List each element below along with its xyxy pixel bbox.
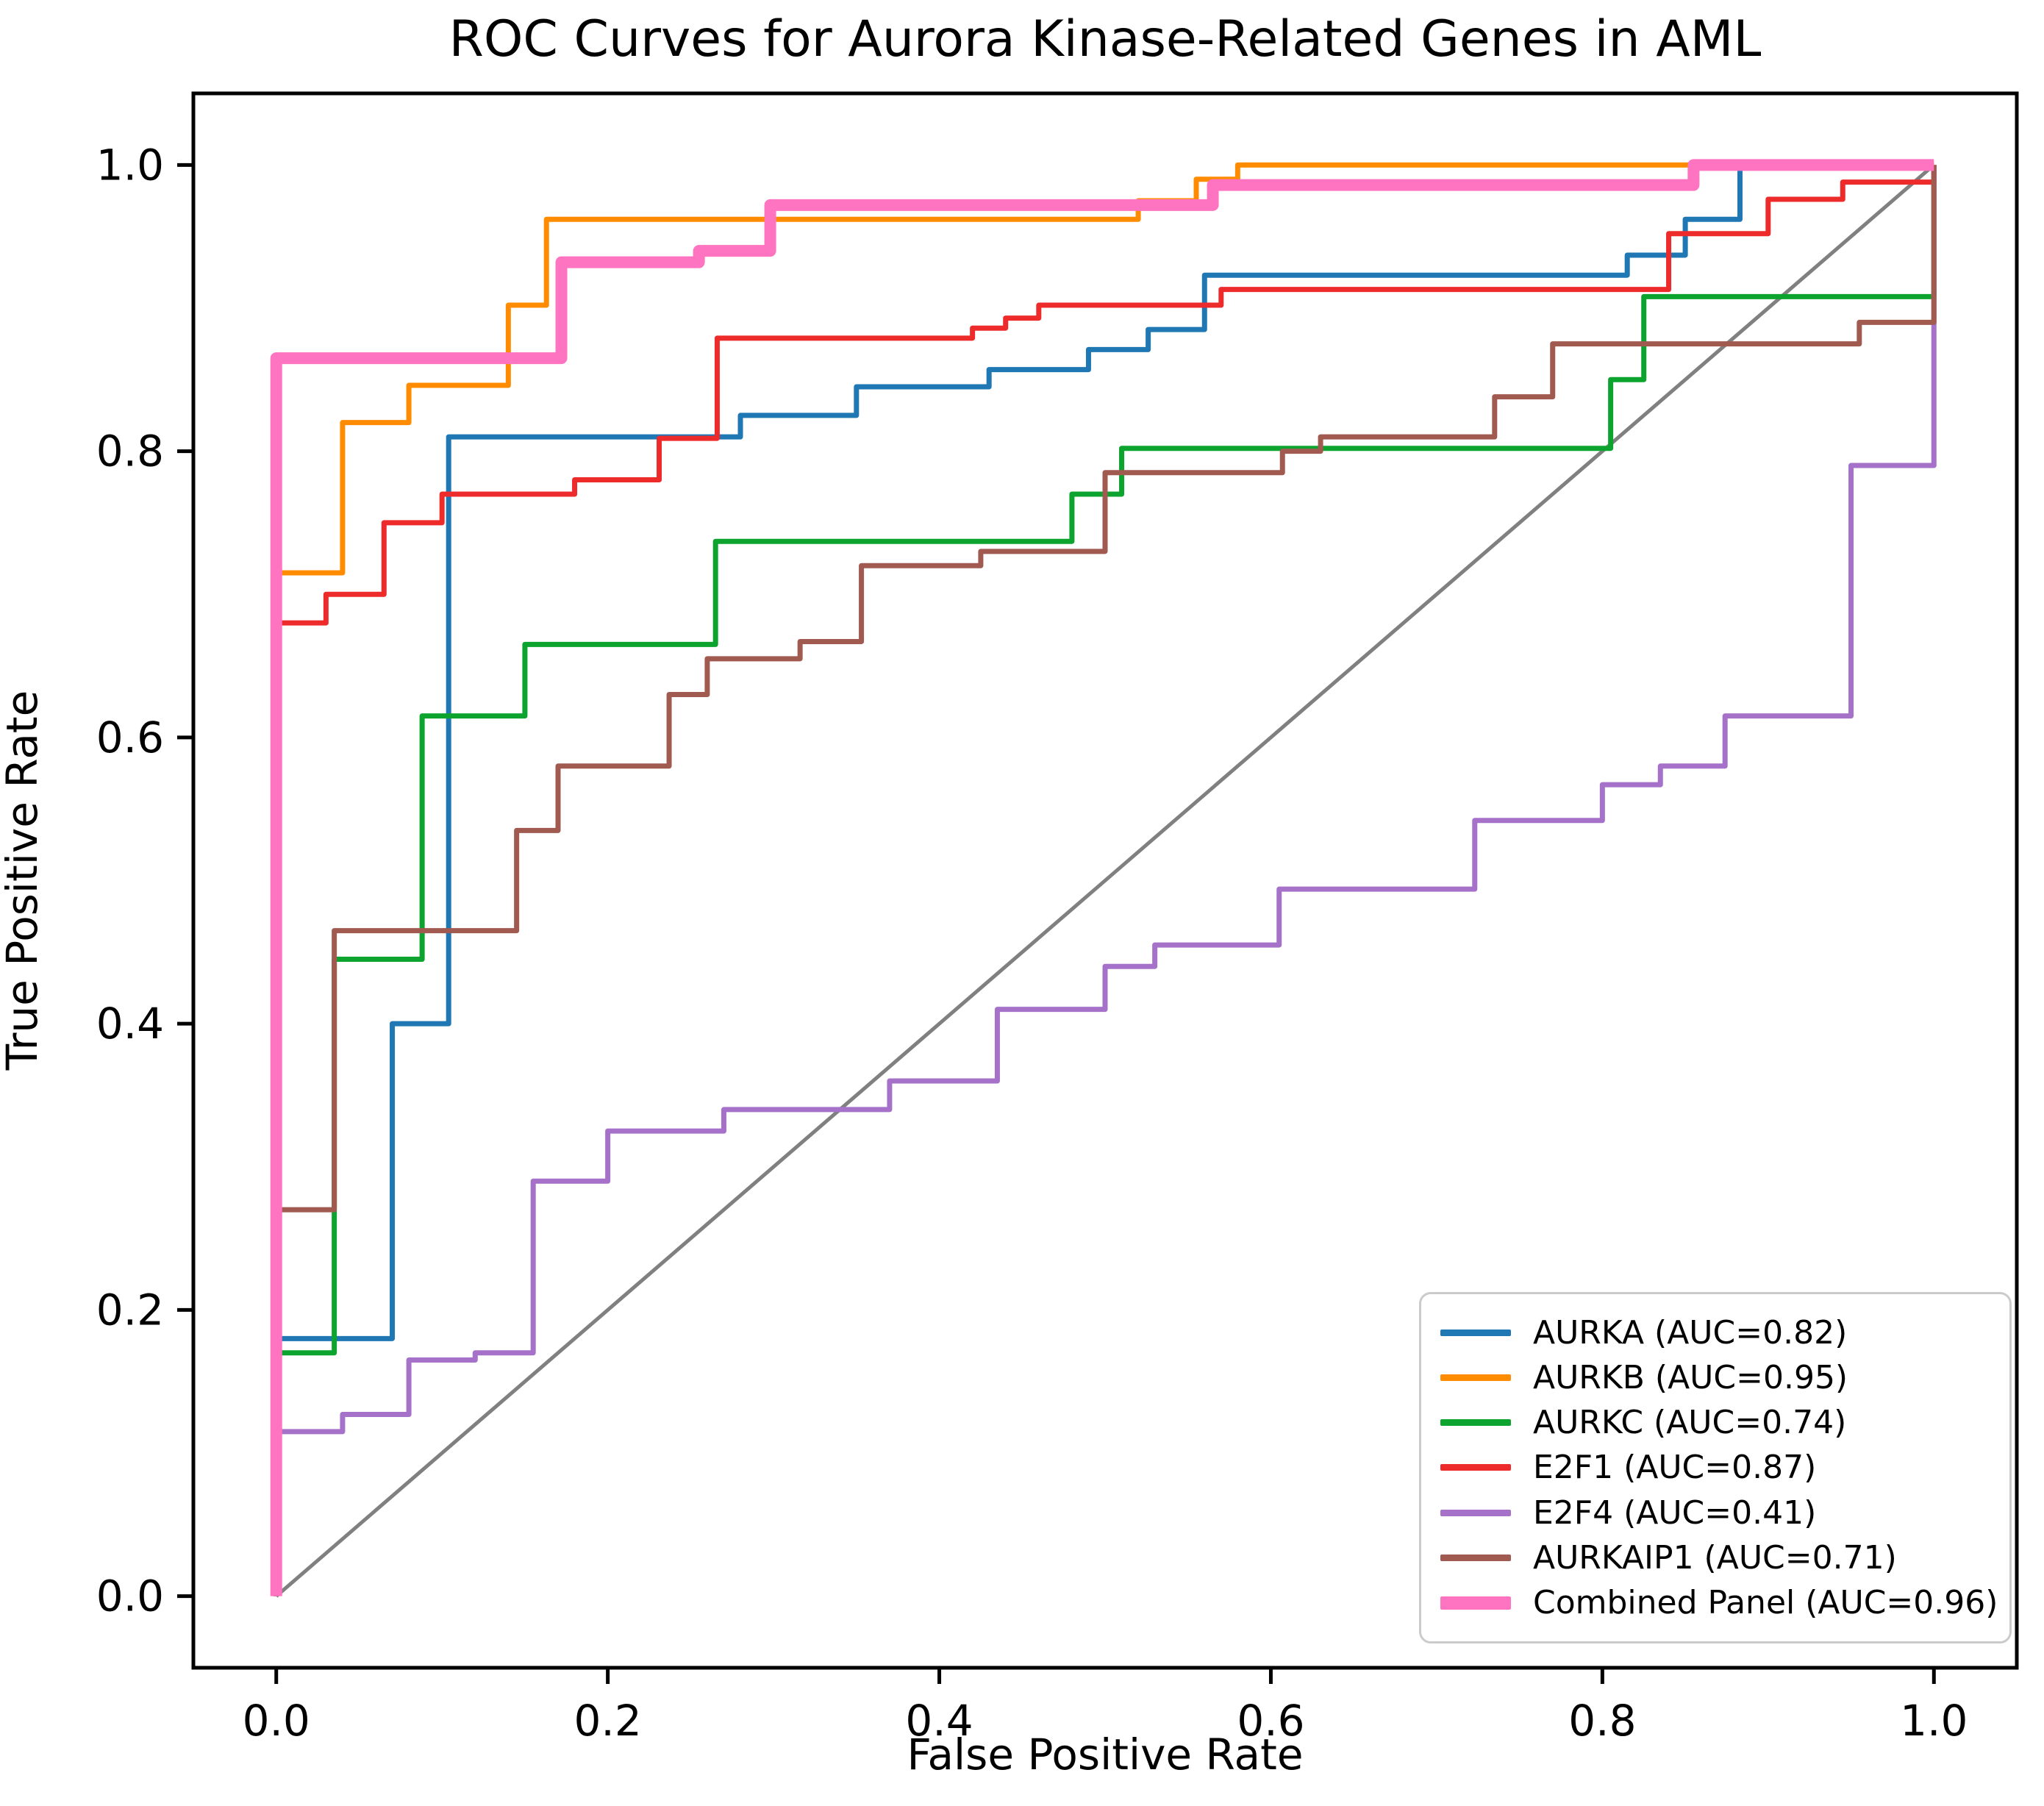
- x-axis-label: False Positive Rate: [907, 1730, 1304, 1780]
- legend-swatch: [1440, 1464, 1511, 1471]
- legend-swatch: [1440, 1555, 1511, 1562]
- y-tick-label: 0.8: [96, 426, 164, 477]
- y-axis-label: True Positive Rate: [0, 690, 47, 1071]
- legend-label: E2F4 (AUC=0.41): [1533, 1493, 1817, 1532]
- roc-curve-e2f1: [274, 165, 1937, 1596]
- legend-item-combined-panel: Combined Panel (AUC=0.96): [1440, 1581, 1998, 1625]
- x-tick-label: 0.2: [574, 1696, 642, 1746]
- x-tick-label: 0.0: [243, 1696, 310, 1746]
- legend-label: Combined Panel (AUC=0.96): [1533, 1584, 1998, 1622]
- legend-label: AURKAIP1 (AUC=0.71): [1533, 1539, 1897, 1577]
- roc-curve-aurka: [274, 162, 1934, 1596]
- roc-curve-aurkb: [274, 162, 1934, 1596]
- roc-curve-aurkc: [274, 165, 1937, 1596]
- roc-curve-e2f4: [274, 165, 1937, 1596]
- legend-item-aurkaip1: AURKAIP1 (AUC=0.71): [1440, 1536, 1990, 1580]
- legend-label: AURKB (AUC=0.95): [1533, 1358, 1848, 1396]
- roc-curve-aurkaip1: [274, 165, 1937, 1596]
- x-tick-label: 0.4: [905, 1696, 973, 1746]
- legend-swatch: [1440, 1419, 1511, 1427]
- x-tick-label: 0.6: [1237, 1696, 1304, 1746]
- chance-line: [275, 163, 1935, 1598]
- legend-swatch: [1440, 1329, 1511, 1336]
- plot-frame: [191, 91, 2019, 1670]
- legend: AURKA (AUC=0.82) AURKB (AUC=0.95) AURKC (A…: [1419, 1292, 2012, 1643]
- y-tick-label: 0.4: [96, 999, 164, 1049]
- y-tick-label: 0.0: [96, 1571, 164, 1621]
- x-tick-label: 1.0: [1900, 1696, 1968, 1746]
- y-tick-label: 1.0: [96, 140, 164, 190]
- roc-curve-combined-panel: [270, 159, 1934, 1596]
- legend-item-e2f4: E2F4 (AUC=0.41): [1440, 1491, 1990, 1535]
- legend-swatch: [1440, 1374, 1511, 1381]
- legend-label: AURKC (AUC=0.74): [1533, 1404, 1847, 1442]
- y-tick-label: 0.6: [96, 713, 164, 763]
- legend-item-aurka: AURKA (AUC=0.82): [1440, 1310, 1990, 1354]
- legend-item-aurkb: AURKB (AUC=0.95): [1440, 1355, 1990, 1399]
- legend-item-e2f1: E2F1 (AUC=0.87): [1440, 1446, 1990, 1490]
- legend-item-aurkc: AURKC (AUC=0.74): [1440, 1401, 1990, 1445]
- legend-swatch: [1440, 1596, 1511, 1610]
- chart-title: ROC Curves for Aurora Kinase-Related Gen…: [449, 10, 1762, 68]
- x-tick-label: 0.8: [1568, 1696, 1636, 1746]
- legend-label: E2F1 (AUC=0.87): [1533, 1449, 1817, 1487]
- legend-label: AURKA (AUC=0.82): [1533, 1313, 1848, 1352]
- y-tick-label: 0.2: [96, 1285, 164, 1335]
- legend-swatch: [1440, 1509, 1511, 1516]
